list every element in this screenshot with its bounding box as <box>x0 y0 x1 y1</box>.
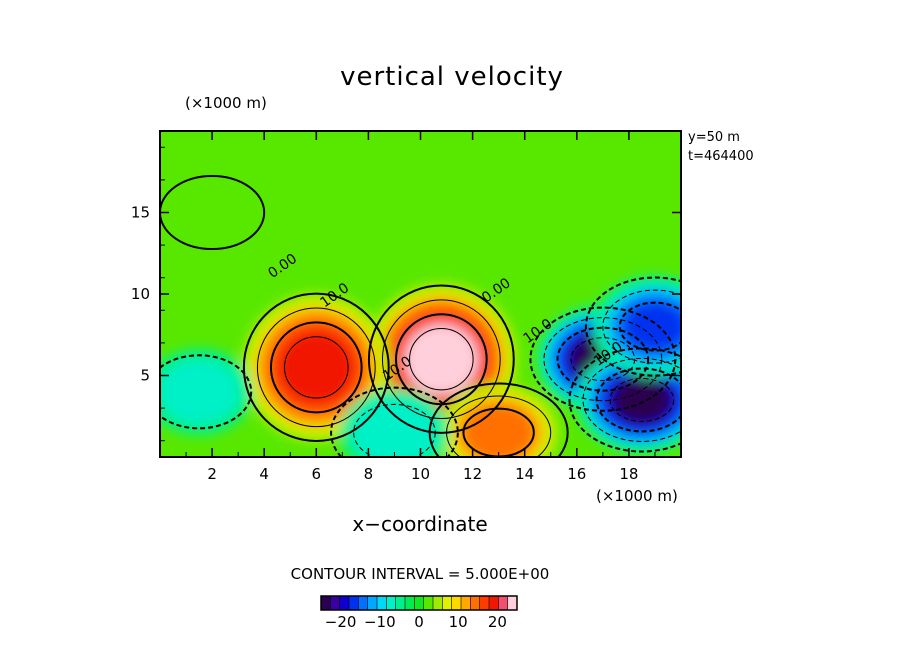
contour-line <box>446 395 552 457</box>
colorbar-cell <box>479 596 490 610</box>
contour-interval-label: CONTOUR INTERVAL = 5.000E+00 <box>290 565 550 583</box>
field-blob <box>410 330 472 388</box>
field-blob <box>623 302 681 352</box>
x-tick-label: 18 <box>619 465 638 483</box>
contour-line <box>570 337 636 382</box>
contour-line <box>595 367 681 433</box>
x-tick-label: 12 <box>463 465 482 483</box>
colorbar-cell <box>321 596 331 610</box>
colorbar-cell <box>395 596 406 610</box>
y-position-label: y=50 m <box>688 130 740 145</box>
colorbar-cell <box>367 596 378 610</box>
colorbar-cell <box>423 596 434 610</box>
x-tick-label: 16 <box>567 465 586 483</box>
colorbar-cell <box>386 596 397 610</box>
plot-title: vertical velocity <box>340 62 564 92</box>
colorbar-cell <box>358 596 369 610</box>
y-tick-label: 15 <box>131 204 150 222</box>
colorbar-cell <box>489 596 499 610</box>
colorbar-cell <box>414 596 425 610</box>
contour-line <box>160 174 266 251</box>
x-tick-label: 14 <box>515 465 534 483</box>
velocity-field <box>160 131 681 457</box>
contour-line <box>609 377 675 422</box>
contour-line <box>160 354 253 430</box>
colorbar-tick-label: 10 <box>449 613 468 631</box>
contour-line <box>556 326 650 392</box>
colorbar-tick-label: 20 <box>488 613 507 631</box>
colorbar-cell <box>339 596 350 610</box>
colorbar-frame <box>320 595 518 611</box>
x-axis-unit: (×1000 m) <box>596 487 678 505</box>
y-axis-unit: (×1000 m) <box>185 94 267 112</box>
x-axis-label: x−coordinate <box>352 512 488 536</box>
contour-line <box>568 347 681 453</box>
x-tick-label: 10 <box>411 465 430 483</box>
colorbar-cell <box>442 596 453 610</box>
x-axis: 2 4 6 8 10 12 14 16 18 <box>185 131 656 483</box>
contour-line <box>330 386 459 457</box>
colorbar-cell <box>507 596 518 610</box>
colorbar-cell <box>349 596 359 610</box>
colorbar-cell <box>461 596 471 610</box>
colorbar-cell <box>330 596 341 610</box>
contour-line <box>602 289 681 364</box>
time-label: t=464400 <box>688 149 754 164</box>
y-axis: 5 10 15 <box>131 146 681 442</box>
contour-line <box>367 284 515 434</box>
field-blob <box>160 359 240 424</box>
contour-line <box>269 321 363 414</box>
contour-line <box>353 403 436 457</box>
colorbar-tick-label: 0 <box>414 613 424 631</box>
contour-line <box>428 382 569 457</box>
colorbar-tick-label: −10 <box>364 613 396 631</box>
x-tick-label: 2 <box>207 465 217 483</box>
colorbar-cell <box>498 596 509 610</box>
contour-line <box>543 317 663 402</box>
contour-lines <box>160 174 681 457</box>
contour-line <box>409 328 474 391</box>
colorbar-cell <box>451 596 462 610</box>
x-tick-label: 6 <box>312 465 322 483</box>
field-blob <box>279 331 354 403</box>
colorbar-cell <box>405 596 415 610</box>
contour-line <box>242 292 390 443</box>
colorbar-cell <box>433 596 443 610</box>
contour-line <box>284 336 349 399</box>
x-tick-label: 4 <box>259 465 269 483</box>
x-tick-label: 8 <box>364 465 374 483</box>
contour-line <box>256 307 376 428</box>
contour-line <box>584 276 681 377</box>
colorbar-cell <box>470 596 481 610</box>
field-blob <box>611 376 673 424</box>
field-blob <box>463 404 535 457</box>
colorbar-cell <box>377 596 387 610</box>
colorbar-tick-label: −20 <box>325 613 357 631</box>
contour-line <box>529 306 677 412</box>
contour-line <box>381 299 501 420</box>
y-tick-label: 10 <box>131 285 150 303</box>
contour-line <box>618 301 681 352</box>
colorbar: −20 −10 0 10 20 <box>320 595 518 631</box>
y-tick-label: 5 <box>140 367 150 385</box>
